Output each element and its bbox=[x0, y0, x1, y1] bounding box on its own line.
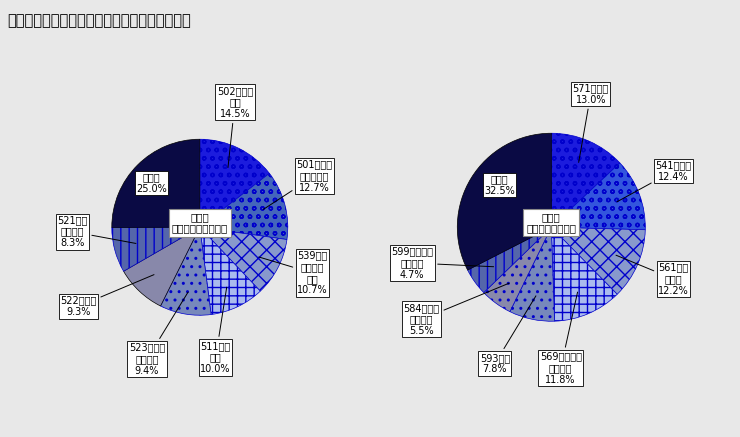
Text: 571自動車
13.0%: 571自動車 13.0% bbox=[573, 83, 609, 163]
Text: 501農畜産
物・水産物
12.7%: 501農畜産 物・水産物 12.7% bbox=[263, 160, 332, 209]
Wedge shape bbox=[551, 227, 617, 321]
Text: その他
32.5%: その他 32.5% bbox=[484, 174, 515, 196]
Wedge shape bbox=[457, 133, 551, 270]
Text: 593燃料
7.8%: 593燃料 7.8% bbox=[480, 296, 536, 375]
Wedge shape bbox=[124, 227, 200, 306]
Text: 521一般
機械器具
8.3%: 521一般 機械器具 8.3% bbox=[57, 215, 136, 248]
Wedge shape bbox=[112, 227, 200, 271]
Text: 522自動車
9.3%: 522自動車 9.3% bbox=[60, 274, 154, 317]
Text: 539他に
分類され
ない
10.7%: 539他に 分類され ない 10.7% bbox=[259, 250, 328, 295]
Text: 502食料・
飲料
14.5%: 502食料・ 飲料 14.5% bbox=[217, 86, 253, 167]
Wedge shape bbox=[510, 227, 554, 321]
Text: 541百貨店
12.4%: 541百貨店 12.4% bbox=[617, 160, 692, 202]
Wedge shape bbox=[200, 139, 269, 227]
Text: 小売業
６兆４２８８億円: 小売業 ６兆４２８８億円 bbox=[526, 212, 576, 233]
Text: 584家庭用
機械器具
5.5%: 584家庭用 機械器具 5.5% bbox=[403, 283, 509, 336]
Wedge shape bbox=[551, 227, 645, 294]
Text: 561各種
食料品
12.2%: 561各種 食料品 12.2% bbox=[616, 255, 689, 295]
Text: 569その他の
飲食料品
11.8%: 569その他の 飲食料品 11.8% bbox=[539, 292, 582, 385]
Wedge shape bbox=[200, 227, 287, 291]
Wedge shape bbox=[200, 227, 260, 315]
Wedge shape bbox=[161, 227, 211, 315]
Wedge shape bbox=[112, 139, 200, 227]
Wedge shape bbox=[551, 133, 620, 227]
Text: 卐売業
１０兆５８２３億円: 卐売業 １０兆５８２３億円 bbox=[172, 212, 228, 234]
Text: 図－４　年間商品販売額の産業小分類別構成比: 図－４ 年間商品販売額の産業小分類別構成比 bbox=[7, 13, 191, 28]
Text: 523電気機
械　器具
9.4%: 523電気機 械 器具 9.4% bbox=[129, 292, 188, 376]
Text: 511建築
材料
10.0%: 511建築 材料 10.0% bbox=[201, 287, 231, 374]
Text: 599他に分類
されない
4.7%: 599他に分類 されない 4.7% bbox=[391, 246, 494, 280]
Wedge shape bbox=[551, 163, 645, 230]
Wedge shape bbox=[468, 227, 551, 293]
Wedge shape bbox=[484, 227, 551, 312]
Wedge shape bbox=[200, 173, 288, 239]
Text: その他
25.0%: その他 25.0% bbox=[136, 173, 166, 194]
